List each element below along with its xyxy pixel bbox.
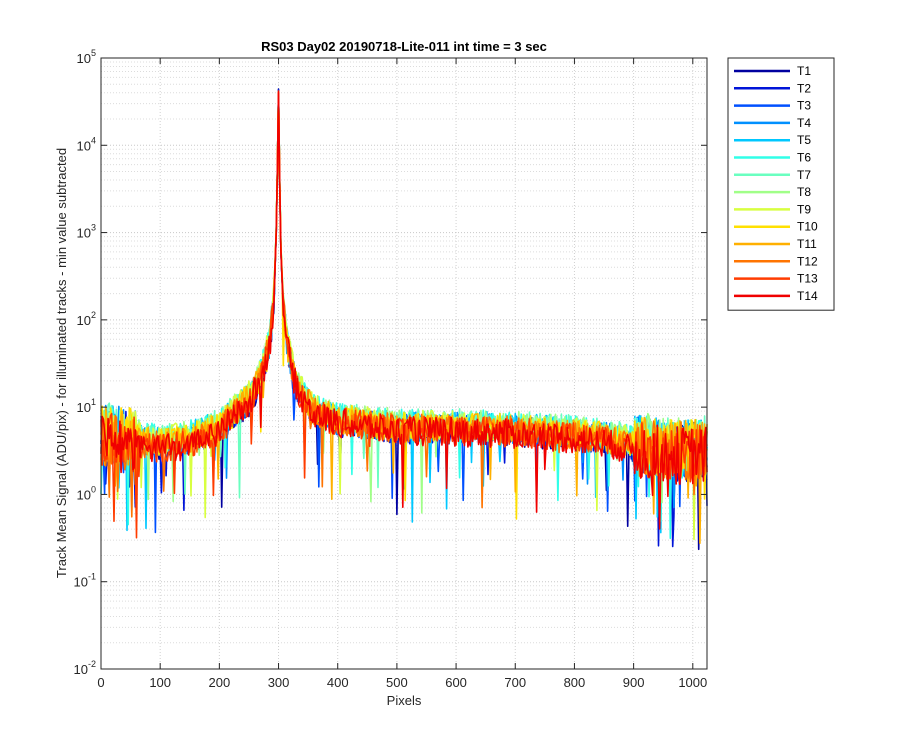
series-line-t14 [100,90,708,530]
y-tick-label: 101 [77,397,96,415]
legend-label-t2: T2 [797,81,811,95]
y-tick-label: 105 [77,48,96,66]
legend-label-t5: T5 [797,133,811,147]
tick-layer: 0 100 200 300 400 500 600 700 800 900 1000 10-2 10-1… [74,48,708,690]
legend-label-t12: T12 [797,254,818,268]
x-tick-label: 800 [564,675,586,690]
x-tick-label: 200 [209,675,231,690]
plot-frame [100,57,708,670]
legend-label-t9: T9 [797,202,811,216]
x-tick-label: 300 [268,675,290,690]
y-tick-label: 103 [77,223,96,241]
x-tick-label: 1000 [678,675,707,690]
x-tick-label: 500 [386,675,408,690]
grid-layer [100,58,707,670]
y-tick-label: 104 [77,135,96,153]
legend-label-t14: T14 [797,289,818,303]
legend-box [727,57,835,311]
x-tick-label: 600 [445,675,467,690]
y-tick-label: 102 [77,310,96,328]
legend: T1 T2 T3 T4 T5 T6 T7 T8 T9 T10 T11 T12 T13 T14 [727,57,835,311]
legend-label-t7: T7 [797,168,811,182]
y-tick-label: 100 [77,484,96,502]
legend-label-t11: T11 [797,237,817,251]
x-tick-label: 0 [97,675,104,690]
legend-label-t10: T10 [797,220,818,234]
x-axis-label: Pixels [387,693,422,708]
legend-label-t1: T1 [797,64,811,78]
legend-label-t6: T6 [797,151,811,165]
legend-label-t8: T8 [797,185,811,199]
y-tick-label: 10-1 [74,572,96,590]
x-tick-label: 400 [327,675,349,690]
x-tick-label: 700 [504,675,526,690]
legend-label-t3: T3 [797,99,811,113]
x-tick-label: 100 [149,675,171,690]
y-axis-label: Track Mean Signal (ADU/pix) - for illumi… [54,148,69,578]
legend-label-t13: T13 [797,272,818,286]
legend-label-t4: T4 [797,116,811,130]
chart-title: RS03 Day02 20190718-Lite-011 int time = … [261,39,547,54]
x-tick-label: 900 [623,675,645,690]
y-tick-label: 10-2 [74,659,96,677]
series-layer [100,88,708,551]
